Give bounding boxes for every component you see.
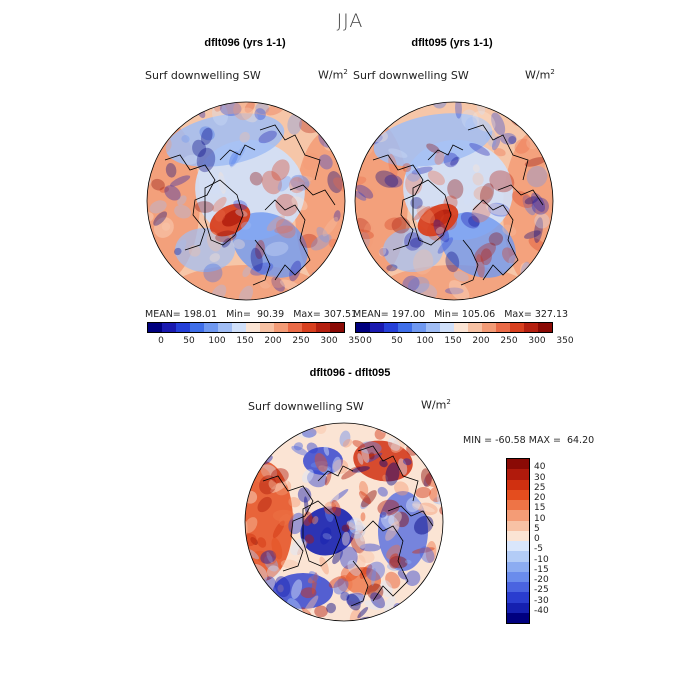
panel-2-title: dflt095 (yrs 1-1) (411, 37, 493, 49)
colorbar-swatch (496, 323, 510, 332)
colorbar-tick-label: -30 (534, 595, 549, 606)
colorbar-tick-label: -15 (534, 564, 549, 575)
panel-3-colorbar (506, 458, 530, 624)
colorbar-tick-label: 0 (366, 336, 372, 346)
colorbar-swatch (384, 323, 398, 332)
colorbar-swatch (538, 323, 552, 332)
colorbar-swatch (246, 323, 260, 332)
colorbar-swatch (274, 323, 288, 332)
panel-1-title: dflt096 (yrs 1-1) (204, 37, 286, 49)
colorbar-swatch (507, 551, 529, 562)
colorbar-tick-label: 250 (500, 336, 518, 346)
colorbar-swatch (370, 323, 384, 332)
colorbar-swatch (398, 323, 412, 332)
colorbar-tick-label: 20 (534, 493, 546, 503)
colorbar-tick-label: 350 (348, 336, 366, 346)
colorbar-tick-label: -20 (534, 575, 549, 585)
colorbar-swatch (316, 323, 330, 332)
colorbar-swatch (507, 489, 529, 500)
colorbar-swatch (260, 323, 274, 332)
panel-3-stats: MIN = -60.58 MAX = 64.20 (463, 435, 595, 446)
colorbar-tick-label: 0 (158, 336, 164, 346)
panel-3-variable: Surf downwelling SW (248, 400, 364, 413)
panel-2-map (354, 101, 554, 301)
figure-title: JJA (336, 10, 364, 32)
colorbar-swatch (507, 520, 529, 531)
colorbar-tick-label: 300 (528, 336, 546, 346)
colorbar-tick-label: -40 (534, 605, 549, 616)
colorbar-tick-label: 200 (264, 336, 282, 346)
colorbar-tick-label: -10 (534, 554, 549, 565)
colorbar-tick-label: 50 (391, 336, 403, 346)
panel-3-title: dflt096 - dflt095 (309, 367, 391, 379)
colorbar-swatch (288, 323, 302, 332)
colorbar-swatch (507, 530, 529, 541)
colorbar-swatch (507, 510, 529, 521)
panel-3-map (244, 422, 444, 622)
colorbar-swatch (454, 323, 468, 332)
colorbar-swatch (507, 469, 529, 480)
panel-2-variable: Surf downwelling SW (353, 69, 469, 82)
colorbar-swatch (482, 323, 496, 332)
colorbar-swatch (330, 323, 344, 332)
colorbar-swatch (507, 582, 529, 593)
colorbar-swatch (302, 323, 316, 332)
colorbar-tick-label: -5 (534, 544, 543, 555)
colorbar-swatch (148, 323, 162, 332)
colorbar-tick-label: 150 (444, 336, 462, 346)
colorbar-swatch (232, 323, 246, 332)
panel-1-variable: Surf downwelling SW (145, 69, 261, 82)
colorbar-tick-label: 5 (534, 523, 540, 534)
colorbar-swatch (440, 323, 454, 332)
panel-1-units: W/m2 (318, 68, 348, 82)
colorbar-swatch (204, 323, 218, 332)
colorbar-swatch (507, 459, 529, 470)
colorbar-swatch (468, 323, 482, 332)
colorbar-tick-label: 100 (416, 336, 434, 346)
colorbar-tick-label: 50 (183, 336, 195, 346)
colorbar-swatch (510, 323, 524, 332)
colorbar-swatch (507, 592, 529, 603)
colorbar-swatch (190, 323, 204, 332)
colorbar-tick-label: 10 (534, 513, 546, 524)
colorbar-swatch (162, 323, 176, 332)
colorbar-tick-label: 100 (208, 336, 226, 346)
colorbar-swatch (507, 541, 529, 552)
panel-1-colorbar (147, 322, 345, 333)
colorbar-tick-label: 350 (556, 336, 574, 346)
colorbar-tick-label: 40 (534, 462, 546, 473)
colorbar-swatch (507, 500, 529, 511)
panel-1-map (146, 101, 346, 301)
panel-2-colorbar-ticks: 0 50 100 150 200 250 300 350 (355, 336, 573, 348)
colorbar-tick-label: 30 (534, 472, 546, 483)
colorbar-swatch (507, 612, 529, 623)
colorbar-swatch (507, 571, 529, 582)
panel-2-colorbar (355, 322, 553, 333)
colorbar-swatch (412, 323, 426, 332)
colorbar-swatch (218, 323, 232, 332)
colorbar-tick-label: 0 (534, 534, 540, 544)
panel-1-colorbar-ticks: 0 50 100 150 200 250 300 350 (147, 336, 365, 348)
panel-2-stats: MEAN= 197.00 Min= 105.06 Max= 327.13 (353, 309, 569, 320)
colorbar-swatch (356, 323, 370, 332)
colorbar-swatch (507, 602, 529, 613)
panel-2-units: W/m2 (525, 68, 555, 82)
colorbar-swatch (176, 323, 190, 332)
colorbar-swatch (426, 323, 440, 332)
colorbar-swatch (507, 561, 529, 572)
panel-3-units: W/m2 (421, 398, 451, 412)
colorbar-swatch (507, 479, 529, 490)
panel-1-stats: MEAN= 198.01 Min= 90.39 Max= 307.51 (145, 309, 358, 320)
colorbar-tick-label: 200 (472, 336, 490, 346)
colorbar-tick-label: -25 (534, 585, 549, 596)
panel-3-colorbar-ticks: 40 30 25 20 15 10 5 0 -5 -10 -15 -20 -25 -30 -40 (534, 458, 564, 622)
colorbar-tick-label: 150 (236, 336, 254, 346)
colorbar-tick-label: 250 (292, 336, 310, 346)
colorbar-swatch (524, 323, 538, 332)
colorbar-tick-label: 25 (534, 482, 546, 493)
colorbar-tick-label: 15 (534, 503, 546, 514)
colorbar-tick-label: 300 (320, 336, 338, 346)
